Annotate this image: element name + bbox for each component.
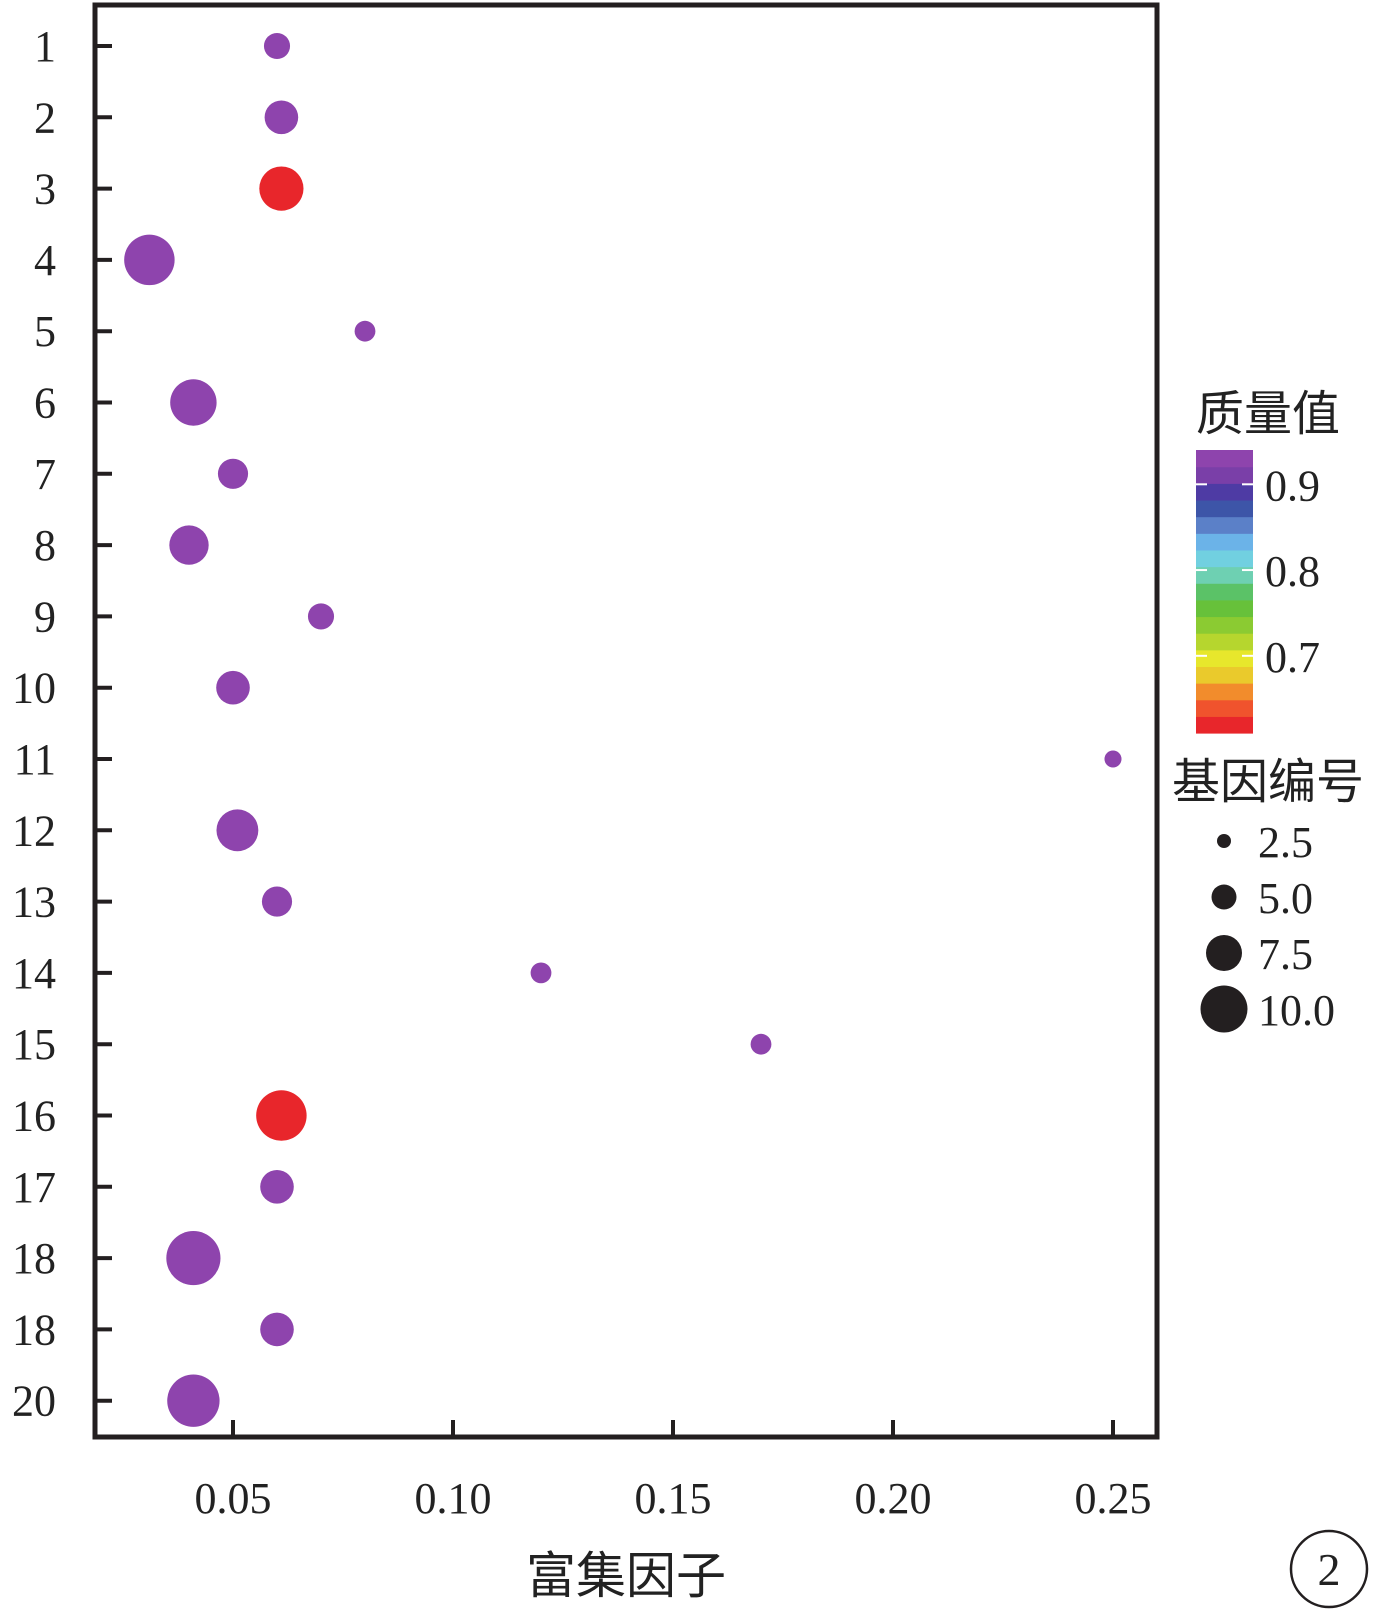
color-legend-swatch: [1196, 666, 1253, 684]
x-tick-label: 0.10: [415, 1474, 492, 1523]
panel-label: 2: [1318, 1544, 1341, 1595]
data-point: [260, 1312, 294, 1347]
color-legend-tick-label: 0.7: [1265, 633, 1320, 682]
color-legend-tick-label: 0.9: [1265, 461, 1320, 510]
x-axis-label: 富集因子: [526, 1548, 726, 1604]
y-tick-label: 16: [12, 1092, 56, 1141]
x-tick-label: 0.15: [635, 1474, 712, 1523]
y-tick-label: 9: [34, 592, 56, 641]
y-tick-label: 2: [34, 93, 56, 142]
color-legend-swatch: [1196, 633, 1253, 651]
y-tick-label: 7: [34, 450, 56, 499]
y-tick-label: 17: [12, 1163, 56, 1212]
data-point: [750, 1033, 772, 1055]
data-point: [166, 1231, 221, 1286]
y-tick-label: 11: [14, 735, 56, 784]
y-tick-label: 20: [12, 1377, 56, 1426]
size-legend-label: 2.5: [1258, 818, 1313, 867]
y-tick-label: 18: [12, 1234, 56, 1283]
color-legend-swatch: [1196, 549, 1253, 568]
data-point: [169, 525, 209, 565]
data-points: [124, 32, 1122, 1427]
size-legend-label: 7.5: [1258, 930, 1313, 979]
data-point: [261, 886, 293, 917]
y-tick-label: 12: [12, 806, 56, 855]
data-point: [530, 962, 552, 984]
size-legend-circle: [1217, 834, 1231, 848]
y-tick-label: 13: [12, 878, 56, 927]
size-legend-circle: [1200, 985, 1248, 1033]
panel-label-circle: [1289, 1529, 1369, 1609]
y-tick-label: 3: [34, 165, 56, 214]
y-tick-label: 8: [34, 521, 56, 570]
color-legend-ticks: 0.9 0.8 0.7: [1196, 461, 1320, 682]
color-legend-swatch: [1196, 583, 1253, 601]
y-tick-label: 15: [12, 1020, 56, 1069]
y-tick-label: 5: [34, 307, 56, 356]
color-legend-swatch: [1196, 649, 1253, 668]
y-tick-label: 18: [12, 1305, 56, 1354]
color-legend-swatch: [1196, 450, 1253, 468]
color-legend-swatch: [1196, 716, 1253, 734]
color-legend-swatch: [1196, 499, 1253, 518]
color-legend-swatch: [1196, 533, 1253, 551]
data-point: [259, 166, 304, 211]
x-axis-ticks: 0.05 0.10 0.15 0.20 0.25: [195, 1420, 1152, 1523]
data-point: [124, 234, 175, 286]
size-legend-label: 10.0: [1258, 986, 1335, 1035]
size-legend-label: 5.0: [1258, 874, 1313, 923]
color-legend-swatch: [1196, 516, 1253, 534]
y-tick-label: 4: [34, 236, 56, 285]
data-point: [217, 458, 249, 489]
data-point: [260, 1170, 294, 1204]
color-legend-swatch: [1196, 483, 1253, 501]
y-tick-label: 1: [34, 22, 56, 71]
data-point: [263, 32, 291, 60]
x-tick-label: 0.25: [1075, 1474, 1152, 1523]
color-legend-swatch: [1196, 683, 1253, 701]
data-point: [256, 1090, 307, 1141]
color-legend-swatch: [1196, 566, 1253, 584]
color-legend-swatch: [1196, 699, 1253, 717]
data-point: [216, 670, 250, 705]
size-legend-title: 基因编号: [1172, 756, 1364, 809]
color-legend-swatch: [1196, 616, 1253, 634]
color-legend-bar: [1196, 450, 1253, 734]
data-point: [170, 379, 217, 426]
color-legend-tick-label: 0.8: [1265, 547, 1320, 596]
size-legend: 2.5 5.0 7.5 10.0: [1200, 818, 1335, 1035]
size-legend-circle: [1206, 935, 1242, 971]
color-legend-title: 质量值: [1196, 388, 1340, 441]
y-tick-label: 6: [34, 379, 56, 428]
data-point: [264, 100, 299, 135]
color-legend-swatch: [1196, 466, 1253, 484]
color-legend-swatch: [1196, 599, 1253, 618]
data-point: [167, 1374, 220, 1427]
data-point: [216, 809, 259, 852]
size-legend-circle: [1211, 884, 1237, 910]
data-point: [1104, 750, 1122, 768]
y-tick-label: 14: [12, 949, 56, 998]
plot-frame: [92, 2, 1160, 1440]
data-point: [307, 603, 335, 630]
x-tick-label: 0.20: [855, 1474, 932, 1523]
data-point: [354, 320, 376, 342]
x-tick-label: 0.05: [195, 1474, 272, 1523]
y-tick-label: 10: [12, 664, 56, 713]
